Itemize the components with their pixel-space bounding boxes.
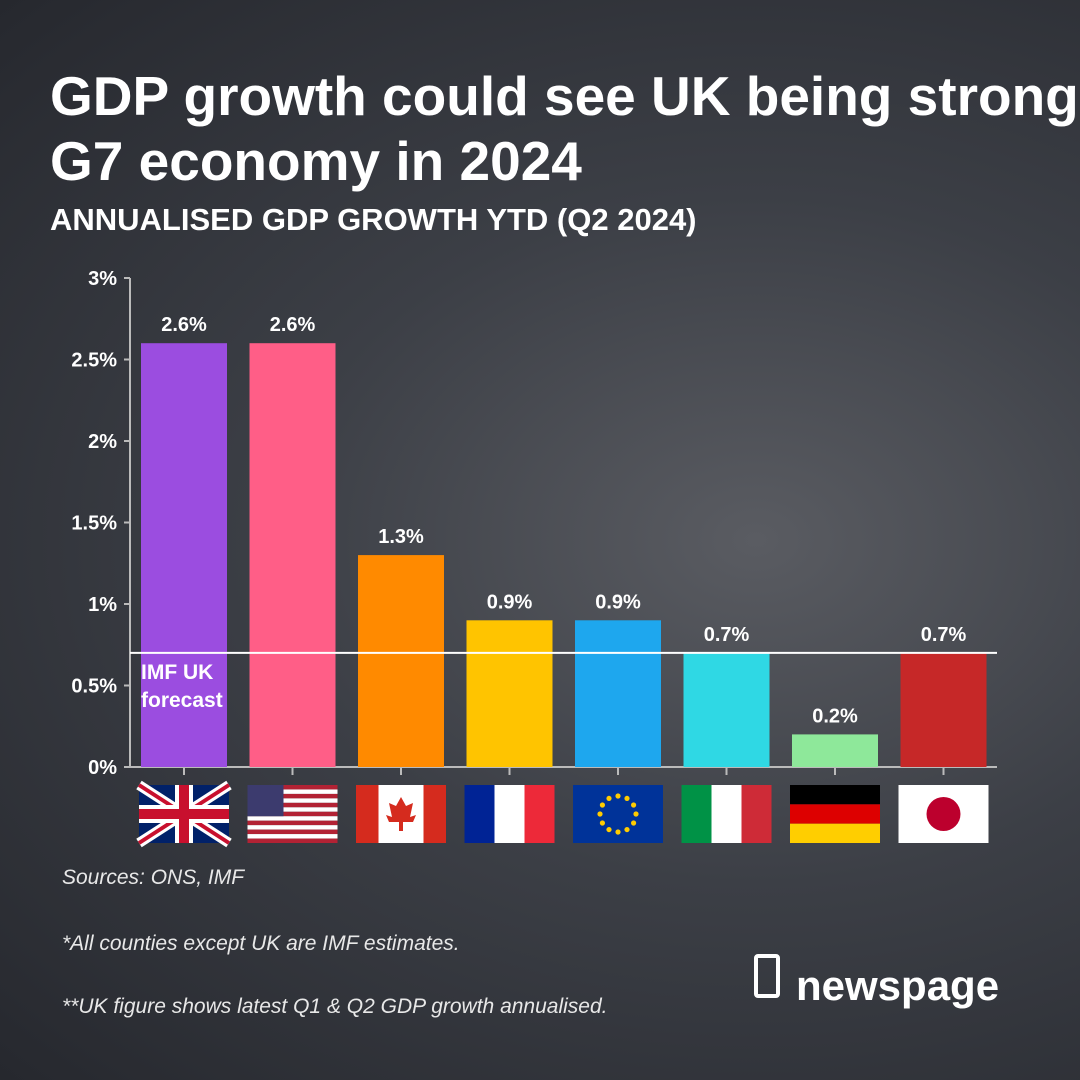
flag-part [624, 826, 630, 833]
flag-part [247, 834, 338, 839]
value-label: 1.3% [378, 526, 424, 548]
y-tick-label: 3% [88, 268, 117, 290]
flag-part [790, 785, 880, 805]
flag-part [247, 789, 338, 794]
reference-label: IMF UK forecast [141, 660, 223, 712]
flag-part [615, 829, 621, 835]
flag [247, 785, 338, 843]
flag [898, 785, 989, 843]
flag-part [606, 795, 612, 802]
flag-part [247, 816, 338, 821]
chart-subtitle: ANNUALISED GDP GROWTH YTD (Q2 2024) [50, 202, 697, 237]
y-tick-label: 2% [88, 431, 117, 453]
bar [249, 343, 336, 767]
flag-part [597, 811, 603, 817]
flag-part [247, 785, 284, 817]
y-tick-label: 1% [88, 594, 117, 616]
chart-title: GDP growth could see UK being strongest G… [50, 65, 1080, 192]
flag-part [247, 829, 338, 835]
flag-part [633, 811, 639, 817]
value-label: 2.6% [270, 314, 316, 336]
flag [464, 785, 555, 843]
y-tick-label: 0% [88, 757, 117, 779]
note: *All counties except UK are IMF estimate… [62, 932, 460, 955]
flag-part [247, 811, 338, 817]
flag [356, 785, 446, 843]
bar [683, 652, 770, 767]
flag-part [624, 795, 630, 802]
flag-part [247, 793, 338, 799]
flag-part [606, 826, 612, 833]
flag-part [790, 804, 880, 824]
flag-part [711, 785, 742, 843]
flag-part [247, 807, 338, 812]
flag [573, 785, 663, 843]
logo: newspage [796, 962, 999, 1009]
flag-part [599, 802, 606, 808]
note: Sources: ONS, IMF [62, 866, 245, 889]
flag-part [630, 820, 637, 826]
flag-part [615, 793, 621, 799]
value-label: 0.9% [487, 591, 533, 613]
flag-part [494, 785, 525, 843]
flag-part [247, 838, 338, 843]
value-label: 0.7% [921, 624, 967, 646]
note: **UK figure shows latest Q1 & Q2 GDP gro… [62, 995, 608, 1018]
flag-part [247, 820, 338, 826]
flag-part [356, 785, 379, 843]
flag-part [741, 785, 772, 843]
value-label: 0.7% [704, 624, 750, 646]
flag [681, 785, 772, 843]
bar [466, 620, 553, 767]
bar [141, 343, 227, 767]
y-tick-label: 1.5% [71, 513, 117, 535]
flag-part [247, 798, 338, 803]
flag-part [386, 797, 416, 831]
flag-part [681, 785, 712, 843]
flag [136, 780, 232, 848]
flag-part [247, 802, 338, 808]
reference-label-box: IMF UK forecast [141, 660, 223, 712]
logo-icon [754, 954, 780, 998]
value-label: 0.9% [595, 591, 641, 613]
flag [790, 785, 880, 843]
flag-part [423, 785, 446, 843]
flag-part [247, 825, 338, 830]
y-tick-label: 2.5% [71, 350, 117, 372]
flag-part [630, 802, 637, 808]
bar [900, 652, 987, 767]
flag-part [926, 797, 961, 831]
flag-part [524, 785, 555, 843]
value-label: 0.2% [812, 705, 858, 727]
flag-part [247, 785, 338, 790]
flag-part [139, 809, 229, 819]
bar [575, 620, 661, 767]
bar [358, 555, 444, 767]
y-tick-label: 0.5% [71, 676, 117, 698]
value-label: 2.6% [161, 314, 207, 336]
flag-part [464, 785, 495, 843]
flag-part [790, 823, 880, 843]
flag-part [599, 820, 606, 826]
bar [792, 734, 878, 767]
